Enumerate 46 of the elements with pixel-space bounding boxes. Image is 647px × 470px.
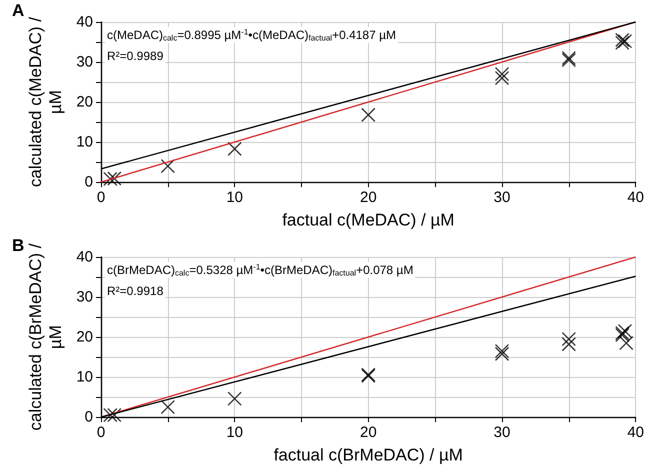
- point: [615, 36, 630, 50]
- x-tick-label: 10: [226, 189, 244, 206]
- point: [494, 344, 510, 358]
- y-tick-label: 0: [84, 174, 93, 191]
- y-tick-label: 10: [76, 368, 93, 386]
- point: [107, 171, 122, 186]
- chart-title: A: [12, 1, 24, 20]
- x-tick-label: 0: [96, 424, 106, 442]
- y-tick-label: 40: [76, 14, 93, 30]
- x-tick-label: 20: [360, 424, 377, 442]
- point: [562, 337, 576, 352]
- x-axis-title: factual c(MeDAC) / µM: [282, 210, 454, 230]
- y-tick-label: 30: [76, 288, 93, 306]
- point: [494, 66, 510, 82]
- annotation: R²=0.9918: [107, 284, 164, 298]
- point: [228, 392, 242, 406]
- y-tick-label: 20: [76, 328, 93, 346]
- y-tick-label: 10: [76, 134, 93, 151]
- y-tick-label: 40: [76, 248, 93, 266]
- point: [361, 108, 376, 122]
- annotation: R²=0.9989: [107, 49, 164, 63]
- x-tick-label: 10: [226, 424, 244, 442]
- point: [494, 346, 510, 362]
- y-tick-label: 20: [76, 94, 93, 111]
- point: [103, 408, 118, 422]
- x-tick-label: 20: [360, 189, 377, 206]
- x-tick-label: 30: [494, 189, 510, 206]
- x-tick-label: 0: [96, 189, 106, 206]
- point: [107, 408, 122, 422]
- point: [160, 158, 175, 174]
- point: [160, 400, 175, 414]
- x-tick-label: 30: [494, 424, 510, 442]
- point: [228, 142, 242, 156]
- x-tick-label: 40: [627, 189, 644, 206]
- x-axis-title: factual c(BrMeDAC) / µM: [274, 446, 463, 464]
- chart-title: B: [12, 236, 24, 255]
- point: [494, 70, 510, 86]
- y-tick-label: 30: [76, 54, 93, 71]
- point: [615, 32, 630, 48]
- y-axis-title: calculated c(MeDAC) / µM: [26, 16, 65, 188]
- y-axis-title: calculated c(BrMeDAC) / µM: [26, 243, 65, 431]
- point: [562, 332, 576, 346]
- point: [103, 172, 118, 186]
- y-tick-label: 0: [84, 408, 93, 426]
- x-tick-label: 40: [627, 424, 644, 442]
- point: [618, 34, 632, 48]
